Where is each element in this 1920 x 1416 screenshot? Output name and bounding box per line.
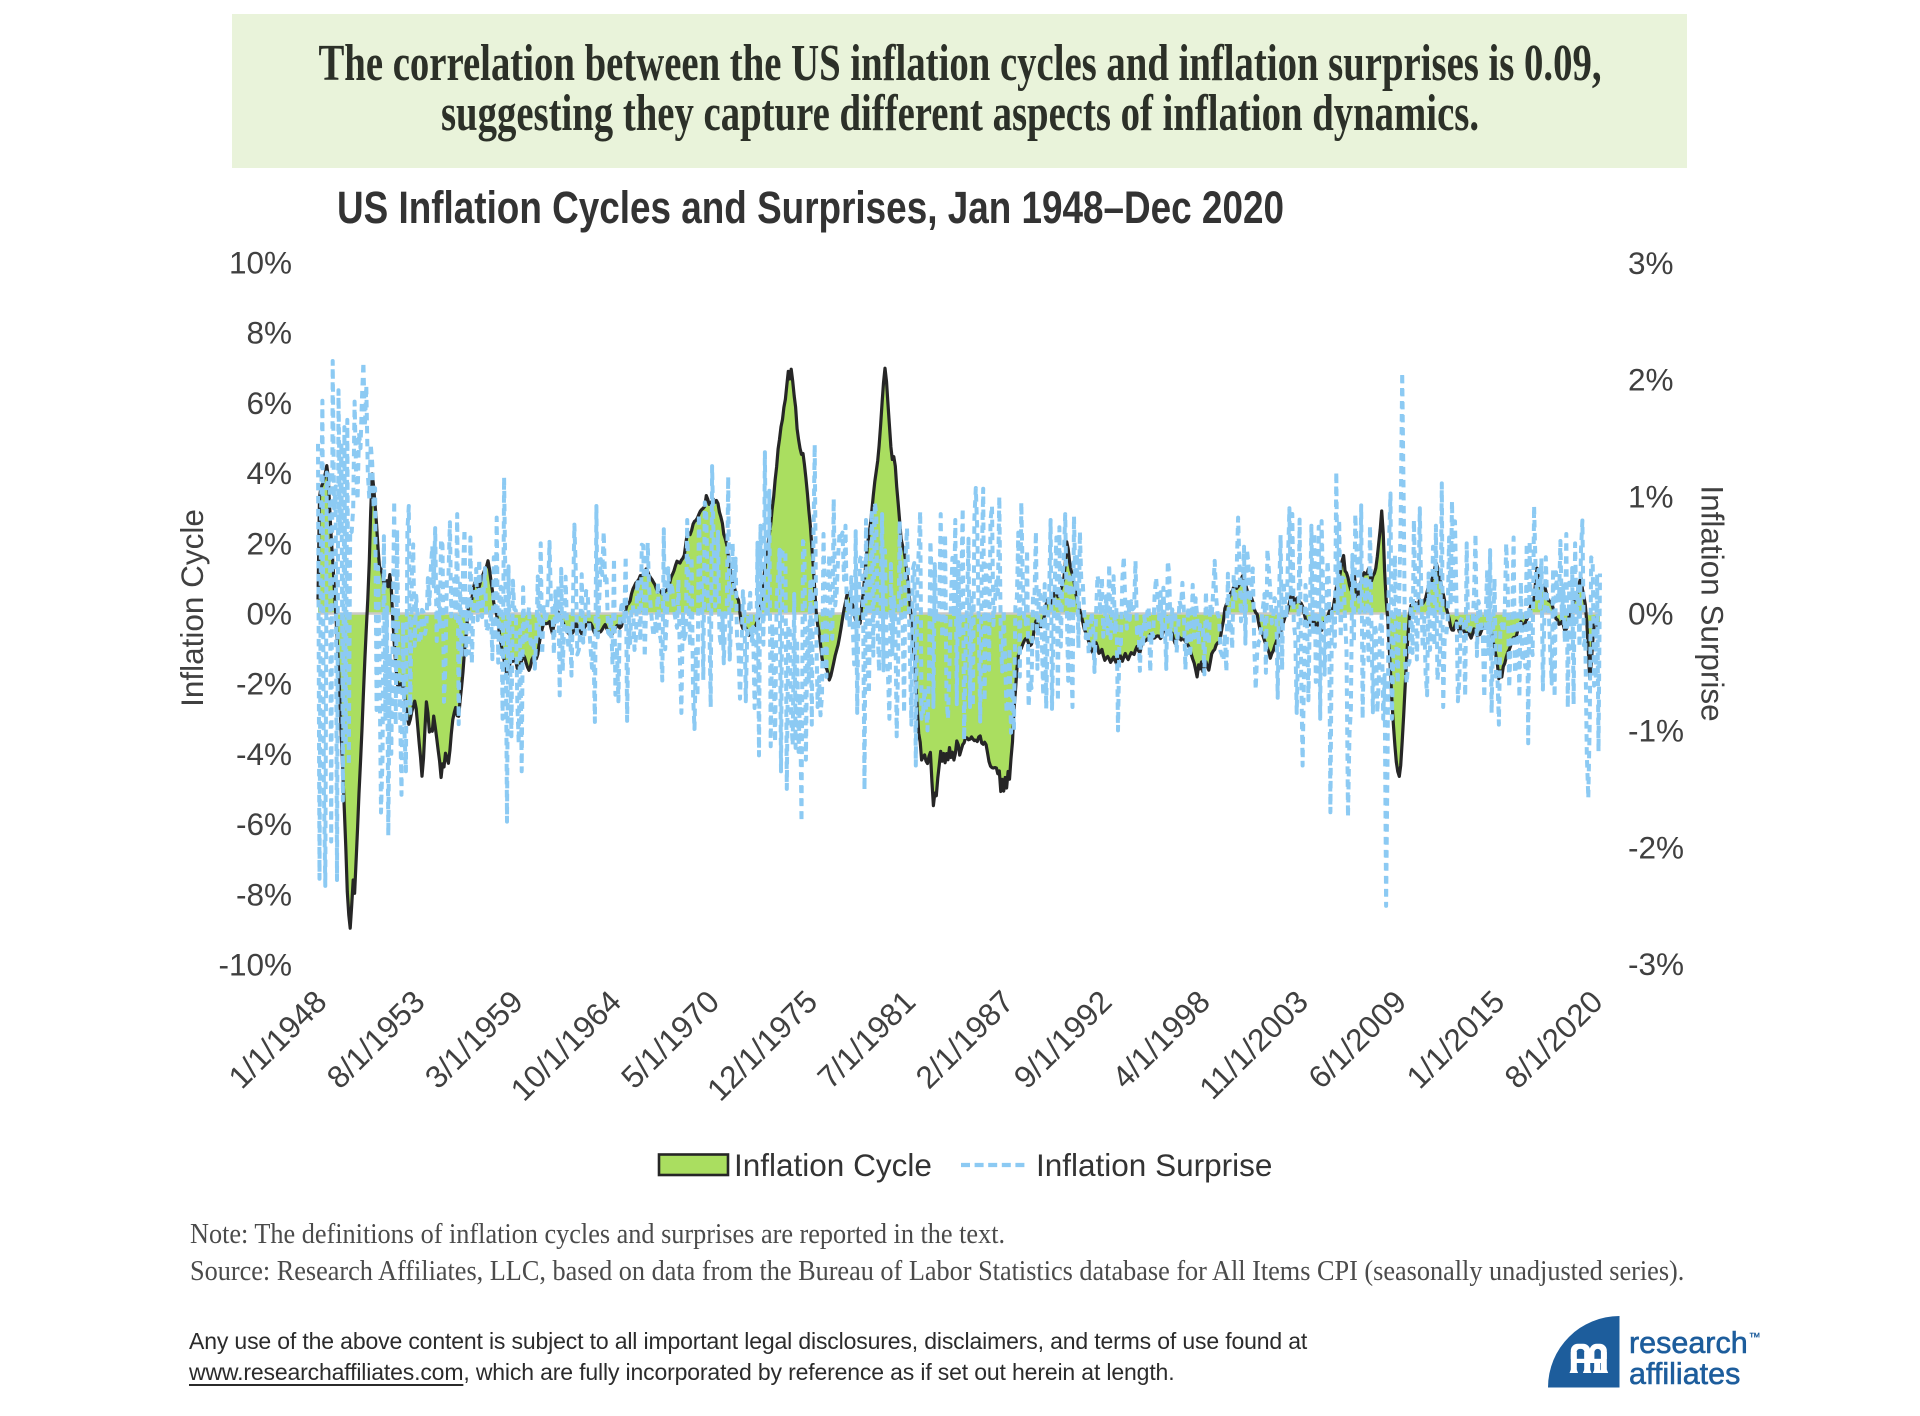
svg-text:0%: 0% bbox=[246, 596, 292, 632]
svg-text:Inflation Cycle: Inflation Cycle bbox=[734, 1147, 932, 1183]
svg-text:-1%: -1% bbox=[1628, 712, 1684, 748]
svg-text:10%: 10% bbox=[229, 244, 292, 280]
svg-text:-3%: -3% bbox=[1628, 946, 1684, 982]
svg-text:1/1/2015: 1/1/2015 bbox=[1399, 983, 1511, 1095]
svg-text:11/1/2003: 11/1/2003 bbox=[1192, 983, 1315, 1106]
svg-text:2%: 2% bbox=[246, 525, 292, 561]
svg-text:2/1/1987: 2/1/1987 bbox=[908, 983, 1020, 1095]
svg-text:6%: 6% bbox=[246, 385, 292, 421]
svg-text:8/1/2020: 8/1/2020 bbox=[1497, 983, 1609, 1095]
svg-text:1/1/1948: 1/1/1948 bbox=[221, 983, 333, 1095]
svg-text:3%: 3% bbox=[1628, 245, 1674, 281]
svg-text:-8%: -8% bbox=[236, 876, 292, 912]
svg-text:-6%: -6% bbox=[236, 806, 292, 842]
svg-text:Inflation Surprise: Inflation Surprise bbox=[1695, 485, 1731, 721]
svg-text:4%: 4% bbox=[246, 455, 292, 491]
svg-text:Inflation Surprise: Inflation Surprise bbox=[1036, 1147, 1272, 1183]
svg-text:7/1/1981: 7/1/1981 bbox=[810, 983, 922, 1095]
svg-text:-4%: -4% bbox=[236, 736, 292, 772]
svg-text:-2%: -2% bbox=[236, 666, 292, 702]
svg-text:-2%: -2% bbox=[1628, 829, 1684, 865]
svg-text:8/1/1953: 8/1/1953 bbox=[319, 983, 431, 1095]
svg-text:8%: 8% bbox=[246, 315, 292, 351]
svg-text:1%: 1% bbox=[1628, 479, 1674, 515]
svg-text:9/1/1992: 9/1/1992 bbox=[1006, 983, 1118, 1095]
svg-text:2%: 2% bbox=[1628, 362, 1674, 398]
svg-text:-10%: -10% bbox=[218, 947, 292, 983]
svg-text:Inflation Cycle: Inflation Cycle bbox=[174, 509, 210, 707]
svg-text:6/1/2009: 6/1/2009 bbox=[1301, 983, 1413, 1095]
svg-text:0%: 0% bbox=[1628, 596, 1674, 632]
